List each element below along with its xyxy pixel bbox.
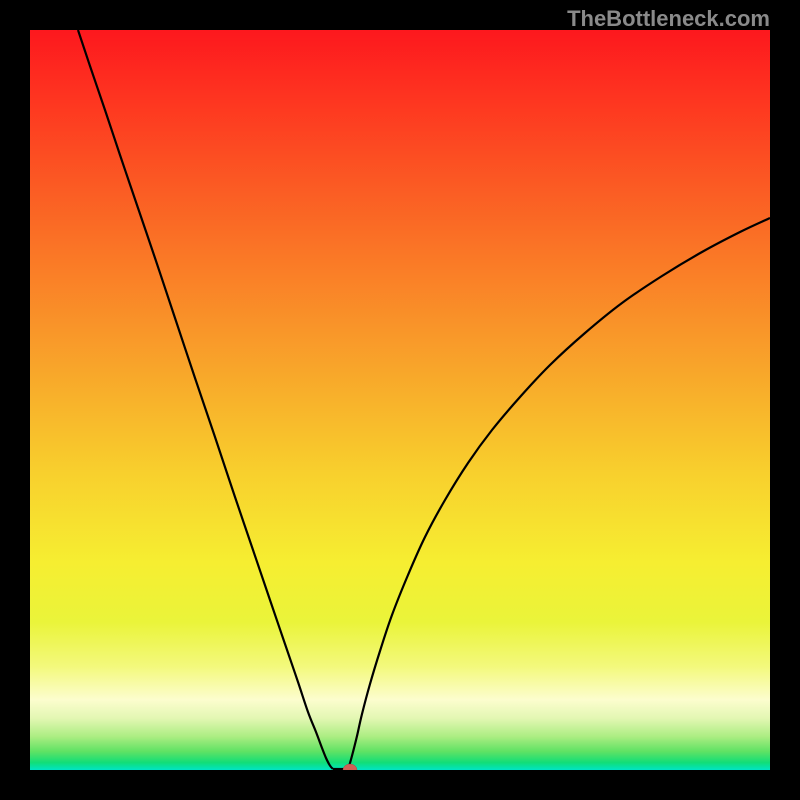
curve-right-arm — [348, 218, 770, 769]
chart-container: TheBottleneck.com — [0, 0, 800, 800]
frame-bottom — [0, 770, 800, 800]
frame-left — [0, 0, 30, 800]
plot-area — [30, 30, 770, 770]
watermark-text: TheBottleneck.com — [567, 6, 770, 32]
bottleneck-curve — [30, 30, 770, 770]
frame-right — [770, 0, 800, 800]
curve-left-arm — [78, 30, 333, 769]
